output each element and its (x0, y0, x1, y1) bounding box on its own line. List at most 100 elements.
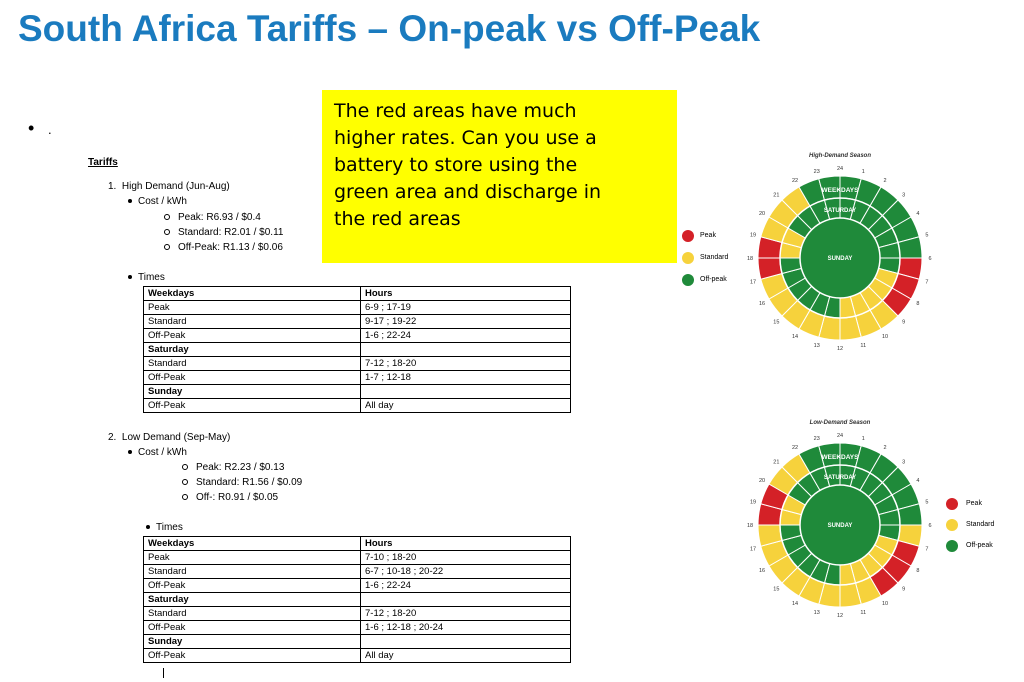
hour-tick-label: 23 (814, 169, 820, 175)
hour-tick-label: 6 (928, 256, 931, 262)
legend-label: Peak (700, 232, 716, 239)
hour-tick-label: 7 (925, 546, 928, 552)
period-cell: Off-Peak (142, 398, 362, 413)
period-cell: Off-Peak (142, 328, 362, 343)
circle-bullet-icon (164, 229, 170, 236)
ring-label-weekdays: WEEKDAYS (822, 454, 860, 461)
low-cost-label: Cost / kWh (128, 447, 187, 458)
cost-value: Off-: R0.91 / $0.05 (196, 492, 279, 503)
ring-divider (779, 464, 901, 586)
hour-tick-label: 18 (747, 256, 753, 262)
callout-line: higher rates. Can you use a (334, 127, 597, 149)
hour-tick-label: 2 (883, 445, 886, 451)
ring-label-saturday: SATURDAY (824, 208, 856, 214)
cost-label: Cost / kWh (138, 196, 187, 207)
hour-tick-label: 3 (902, 459, 905, 465)
legend-label: Peak (966, 500, 982, 507)
cost-value: Standard: R2.01 / $0.11 (178, 227, 284, 238)
hours-cell: 1-7 ; 12-18 (360, 370, 571, 385)
bullet-icon (146, 525, 150, 530)
times-label: Times (138, 272, 165, 283)
table-row: Off-Peak All day (142, 398, 571, 413)
circle-bullet-icon (182, 494, 188, 501)
hour-tick-label: 1 (862, 436, 865, 442)
hour-tick-label: 12 (837, 346, 843, 352)
hour-tick-label: 22 (792, 445, 798, 451)
doc-heading: Tariffs (88, 157, 118, 168)
hours-cell: All day (360, 398, 571, 413)
hour-tick-label: 15 (773, 587, 779, 593)
table-row: Off-Peak 1-6 ; 12-18 ; 20-24 (142, 620, 571, 635)
hour-tick-label: 18 (747, 523, 753, 529)
ring-label-saturday: SATURDAY (824, 475, 856, 481)
hours-cell: 6-7 ; 10-18 ; 20-22 (360, 564, 571, 579)
table-row: Weekdays Hours (142, 536, 571, 551)
period-cell: Saturday (142, 592, 362, 607)
period-cell: Weekdays (142, 536, 362, 551)
table-row: Peak 7-10 ; 18-20 (142, 550, 571, 565)
period-cell: Sunday (142, 384, 362, 399)
high-demand-clock-chart: High-Demand Season WEEKDAYS SATURDAY SUNDAY… (747, 153, 932, 352)
hours-cell: 1-6 ; 12-18 ; 20-24 (360, 620, 571, 635)
cost-label: Cost / kWh (138, 447, 187, 458)
period-cell: Standard (142, 564, 362, 579)
chart-title: Low-Demand Season (810, 420, 871, 426)
low-demand-clock-chart: Low-Demand Season WEEKDAYS SATURDAY SUNDAY 2… (747, 420, 932, 619)
low-cost-peak: Peak: R2.23 / $0.13 (182, 462, 284, 473)
period-cell: Sunday (142, 634, 362, 649)
hour-tick-label: 17 (750, 546, 756, 552)
high-demand-label: 1. High Demand (Jun-Aug) (108, 181, 230, 192)
hour-tick-label: 8 (916, 568, 919, 574)
low-demand-times-table: Weekdays Hours Peak 7-10 ; 18-20 Standard 6-7… (142, 536, 571, 663)
period-cell: Standard (142, 356, 362, 371)
period-cell: Peak (142, 550, 362, 565)
hours-cell: 7-12 ; 18-20 (360, 606, 571, 621)
hour-tick-label: 11 (860, 343, 866, 349)
circle-bullet-icon (182, 479, 188, 486)
hours-cell: 9-17 ; 19-22 (360, 314, 571, 329)
period-cell: Off-Peak (142, 578, 362, 593)
sunday-center (799, 217, 881, 299)
period-cell: Peak (142, 300, 362, 315)
table-row: Off-Peak 1-6 ; 22-24 (142, 328, 571, 343)
table-row: Sunday (142, 384, 571, 399)
hour-tick-label: 20 (759, 211, 765, 217)
hours-cell: 1-6 ; 22-24 (360, 328, 571, 343)
hour-tick-label: 4 (916, 211, 919, 217)
page-title: South Africa Tariffs – On-peak vs Off-Pe… (18, 8, 761, 49)
high-number: 1. (108, 181, 117, 192)
low-demand-label: 2. Low Demand (Sep-May) (108, 432, 230, 443)
high-times-label: Times (128, 272, 165, 283)
low-label: Low Demand (Sep-May) (121, 432, 231, 443)
high-cost-label: Cost / kWh (128, 196, 187, 207)
hour-tick-label: 19 (750, 500, 756, 506)
hour-tick-label: 7 (925, 279, 928, 285)
times-label: Times (156, 522, 183, 533)
cost-value: Off-Peak: R1.13 / $0.06 (178, 242, 283, 253)
hour-tick-label: 22 (792, 178, 798, 184)
callout-line: green area and discharge in (334, 181, 602, 203)
hour-tick-label: 21 (773, 192, 779, 198)
hour-tick-label: 23 (814, 436, 820, 442)
offpeak-swatch (946, 540, 958, 552)
hour-tick-label: 9 (902, 587, 905, 593)
hours-cell (360, 342, 571, 357)
high-demand-times-table: Weekdays Hours Peak 6-9 ; 17-19 Standard 9-17… (142, 286, 571, 413)
callout-line: The red areas have much (334, 100, 577, 122)
callout-note: The red areas have much higher rates. Ca… (322, 90, 677, 263)
hour-tick-label: 24 (837, 166, 843, 172)
hour-tick-label: 10 (882, 601, 888, 607)
low-number: 2. (108, 432, 117, 443)
hours-cell: 6-9 ; 17-19 (360, 300, 571, 315)
bullet-icon (128, 450, 132, 455)
table-row: Sunday (142, 634, 571, 649)
cost-value: Standard: R1.56 / $0.09 (196, 477, 303, 488)
high-cost-standard: Standard: R2.01 / $0.11 (164, 227, 283, 238)
cost-value: Peak: R2.23 / $0.13 (196, 462, 285, 473)
standard-swatch (946, 519, 958, 531)
hour-tick-label: 14 (792, 334, 798, 340)
ring-divider (779, 197, 901, 319)
text-cursor (163, 668, 164, 678)
standard-swatch (682, 252, 694, 264)
hour-tick-label: 20 (759, 478, 765, 484)
